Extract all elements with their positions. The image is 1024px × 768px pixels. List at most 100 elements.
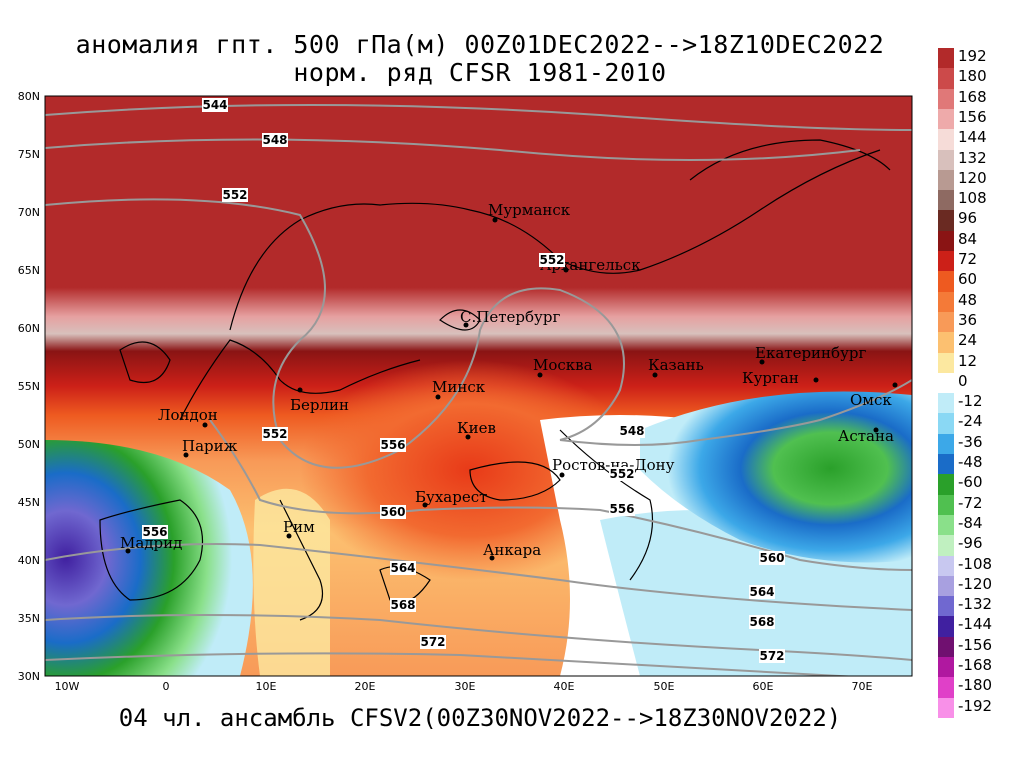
legend-value: -96 [958, 534, 983, 553]
city-label: Архангельск [540, 256, 641, 274]
city-label: Омск [850, 391, 892, 409]
legend-value: 132 [958, 148, 987, 167]
contour-label: 568 [390, 598, 415, 612]
legend-value: -120 [958, 574, 993, 593]
lon-label: 70E [852, 680, 873, 693]
legend-value: -144 [958, 615, 993, 634]
legend-swatch [938, 48, 954, 69]
lat-label: 65N [18, 264, 40, 277]
city-dot [559, 472, 565, 478]
city-dot [759, 359, 765, 365]
legend-swatch [938, 454, 954, 475]
legend-swatch [938, 514, 954, 536]
city-dot [125, 548, 131, 554]
city-dot [297, 387, 303, 393]
legend-swatch [938, 169, 954, 191]
city-dot [892, 382, 898, 388]
legend-value: -156 [958, 635, 993, 654]
city-dot [652, 372, 658, 378]
legend-swatch [938, 677, 954, 699]
legend-swatch [938, 474, 954, 496]
lat-label: 35N [18, 612, 40, 625]
city-label: Анкара [483, 541, 541, 559]
city-label: Киев [457, 419, 496, 437]
lon-label: 50E [654, 680, 675, 693]
legend-value: 156 [958, 107, 987, 126]
legend-swatch [938, 88, 954, 110]
contour-label-bg [609, 467, 635, 481]
contour-label: 552 [222, 188, 247, 202]
contour-label: 556 [380, 438, 405, 452]
legend-swatch [938, 230, 954, 252]
legend-value: 60 [958, 270, 978, 289]
legend-swatch [938, 616, 954, 638]
contour-label: 560 [759, 551, 784, 565]
lat-label: 60N [18, 322, 40, 335]
lat-label: 45N [18, 496, 40, 509]
contour-label: 556 [609, 502, 634, 516]
city-label: Мурманск [488, 201, 571, 219]
city-dot [813, 377, 819, 383]
lon-label: 10E [256, 680, 277, 693]
contour-label: 548 [262, 133, 287, 147]
legend-swatch [938, 372, 954, 394]
city-label: Ростов-на-Дону [552, 456, 675, 474]
legend-value: -192 [958, 696, 993, 715]
contour-label-bg [380, 438, 406, 452]
legend-value: 24 [958, 331, 978, 350]
legend-swatch [938, 68, 954, 90]
contour-label: 544 [202, 98, 227, 112]
legend-swatch [938, 271, 954, 293]
city-dot [202, 422, 208, 428]
legend-swatch [938, 251, 954, 272]
contour-label-bg [390, 561, 416, 575]
city-label: Берлин [290, 396, 349, 414]
legend-value: 72 [958, 250, 978, 269]
legend-swatch [938, 190, 954, 211]
legend-swatch [938, 413, 954, 435]
lat-label: 50N [18, 438, 40, 451]
contour-label: 552 [262, 427, 287, 441]
contour-label: 564 [749, 585, 774, 599]
legend-swatch [938, 657, 954, 678]
lon-label: 0 [163, 680, 170, 693]
contour-label-bg [759, 649, 785, 663]
city-label: Лондон [158, 406, 218, 424]
city-dot [492, 217, 498, 223]
lat-label: 40N [18, 554, 40, 567]
city-label: С.Петербург [460, 308, 560, 326]
contour-label: 552 [539, 253, 564, 267]
legend-value: 84 [958, 229, 978, 248]
contour-label-bg [262, 133, 288, 147]
city-dot [435, 394, 441, 400]
city-label: Астана [838, 427, 894, 445]
legend-value: -72 [958, 493, 983, 512]
legend-swatch [938, 596, 954, 617]
lon-label: 20E [355, 680, 376, 693]
contour-label-bg [222, 188, 248, 202]
lat-label: 70N [18, 206, 40, 219]
lat-label: 75N [18, 148, 40, 161]
city-label: Курган [742, 369, 799, 387]
contour-label-bg [420, 635, 446, 649]
contour-label: 572 [759, 649, 784, 663]
city-dot [422, 502, 428, 508]
legend-swatch [938, 636, 954, 658]
legend-value: -48 [958, 453, 983, 472]
legend-value: -180 [958, 676, 993, 695]
city-label: Москва [533, 356, 593, 374]
lon-label: 30E [455, 680, 476, 693]
legend-value: 108 [958, 189, 987, 208]
legend-swatch [938, 129, 954, 150]
legend-value: -84 [958, 513, 983, 532]
legend-value: 168 [958, 87, 987, 106]
lat-label: 55N [18, 380, 40, 393]
legend-value: 120 [958, 168, 987, 187]
contour-label-bg [759, 551, 785, 565]
legend-swatch [938, 697, 954, 719]
city-dot [489, 555, 495, 561]
contour-labels: 544 548 552 552 552 556 560 564 568 572 548 552 556 5… [142, 98, 785, 663]
legend-swatch [938, 433, 954, 455]
contour-label-bg [749, 615, 775, 629]
